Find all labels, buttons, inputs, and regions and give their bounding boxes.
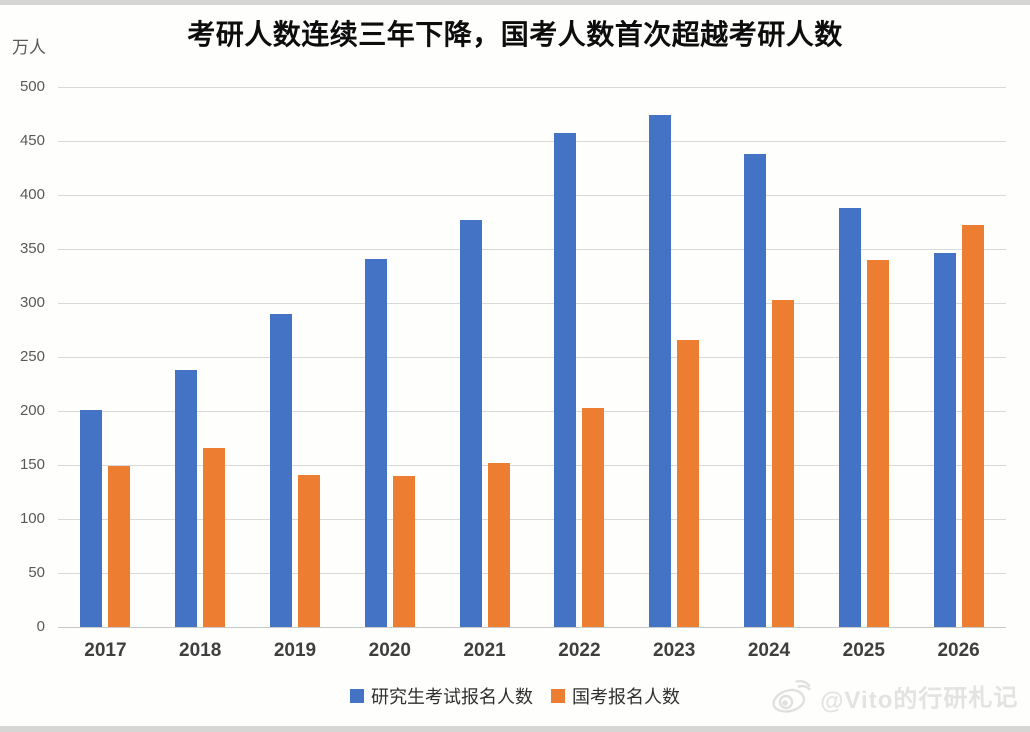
bar-group-2022 — [532, 87, 627, 627]
bar-group-2021 — [437, 87, 532, 627]
x-axis-label-2018: 2018 — [179, 640, 222, 661]
bottom-border — [0, 726, 1030, 732]
gridline — [58, 573, 1006, 574]
y-tick-label: 200 — [19, 402, 45, 419]
bar-group-2023 — [627, 87, 722, 627]
bar-postgrad-exam-2021 — [459, 220, 482, 627]
bar-group-2020 — [342, 87, 437, 627]
bar-group-2024 — [722, 87, 817, 627]
y-tick-label: 400 — [19, 186, 45, 203]
bar-civil-service-exam-2017 — [108, 466, 131, 627]
x-axis-label-2020: 2020 — [368, 640, 411, 661]
x-axis-label-2019: 2019 — [273, 640, 317, 661]
bar-civil-service-exam-2020 — [392, 476, 415, 627]
bar-postgrad-exam-2020 — [364, 259, 387, 627]
y-axis-unit-label: 万人 — [12, 38, 46, 57]
legend-swatch-icon — [350, 689, 364, 703]
gridline — [58, 411, 1006, 412]
bar-postgrad-exam-2019 — [269, 314, 292, 627]
y-tick-label: 450 — [19, 132, 45, 149]
x-axis-label-2026: 2026 — [937, 640, 980, 661]
x-axis-label-2023: 2023 — [653, 640, 696, 661]
bar-civil-service-exam-2025 — [866, 260, 889, 627]
x-axis: 2017 2018 2019 2020 2021 2022 2023 2024 2025 2026 — [58, 640, 1006, 664]
bar-group-2018 — [153, 87, 248, 627]
legend-swatch-icon — [551, 689, 565, 703]
gridline — [58, 465, 1006, 466]
bar-group-2025 — [816, 87, 911, 627]
x-axis-label-2024: 2024 — [747, 640, 791, 661]
y-tick-label: 150 — [19, 456, 45, 473]
x-axis-label-2017: 2017 — [84, 640, 127, 661]
gridline — [58, 195, 1006, 196]
bar-civil-service-exam-2026 — [961, 225, 984, 627]
y-tick-label: 0 — [36, 618, 45, 635]
chart-title: 考研人数连续三年下降，国考人数首次超越考研人数 — [187, 19, 843, 50]
bar-postgrad-exam-2025 — [838, 208, 861, 627]
bar-civil-service-exam-2024 — [771, 300, 794, 627]
legend-item: 国考报名人数 — [551, 683, 680, 709]
gridline — [58, 87, 1006, 88]
gridline — [58, 357, 1006, 358]
gridline — [58, 519, 1006, 520]
bar-postgrad-exam-2022 — [554, 133, 577, 627]
plot-area: 500 450 400 350 300 250 200 150 100 50 0 — [20, 78, 1006, 635]
y-tick-label: 100 — [19, 510, 45, 527]
bar-group-2017 — [58, 87, 153, 627]
gridline — [58, 141, 1006, 142]
bar-civil-service-exam-2023 — [677, 340, 700, 627]
legend: 研究生考试报名人数 国考报名人数 — [0, 683, 1030, 709]
gridline — [58, 303, 1006, 304]
x-axis-label-2025: 2025 — [842, 640, 885, 661]
bar-civil-service-exam-2021 — [487, 463, 510, 627]
legend-label: 国考报名人数 — [572, 687, 680, 707]
y-tick-label: 300 — [19, 294, 45, 311]
y-tick-label: 350 — [19, 240, 45, 257]
top-border — [0, 0, 1030, 5]
legend-label: 研究生考试报名人数 — [371, 687, 533, 707]
gridline — [58, 249, 1006, 250]
x-axis-label-2022: 2022 — [558, 640, 601, 661]
bar-civil-service-exam-2022 — [582, 408, 605, 627]
y-tick-label: 250 — [19, 348, 45, 365]
bar-civil-service-exam-2018 — [203, 448, 226, 627]
y-tick-label: 500 — [19, 78, 45, 95]
bar-postgrad-exam-2026 — [933, 253, 956, 627]
bar-postgrad-exam-2018 — [175, 370, 198, 627]
bar-group-2019 — [248, 87, 343, 627]
y-tick-label: 50 — [28, 564, 45, 581]
bar-postgrad-exam-2017 — [80, 410, 103, 627]
bar-postgrad-exam-2024 — [743, 154, 766, 627]
x-axis-label-2021: 2021 — [463, 640, 506, 661]
bar-civil-service-exam-2019 — [297, 475, 320, 627]
legend-item: 研究生考试报名人数 — [350, 683, 533, 709]
bar-group-2026 — [911, 87, 1006, 627]
x-axis-line — [58, 627, 1006, 628]
bar-postgrad-exam-2023 — [649, 115, 672, 627]
